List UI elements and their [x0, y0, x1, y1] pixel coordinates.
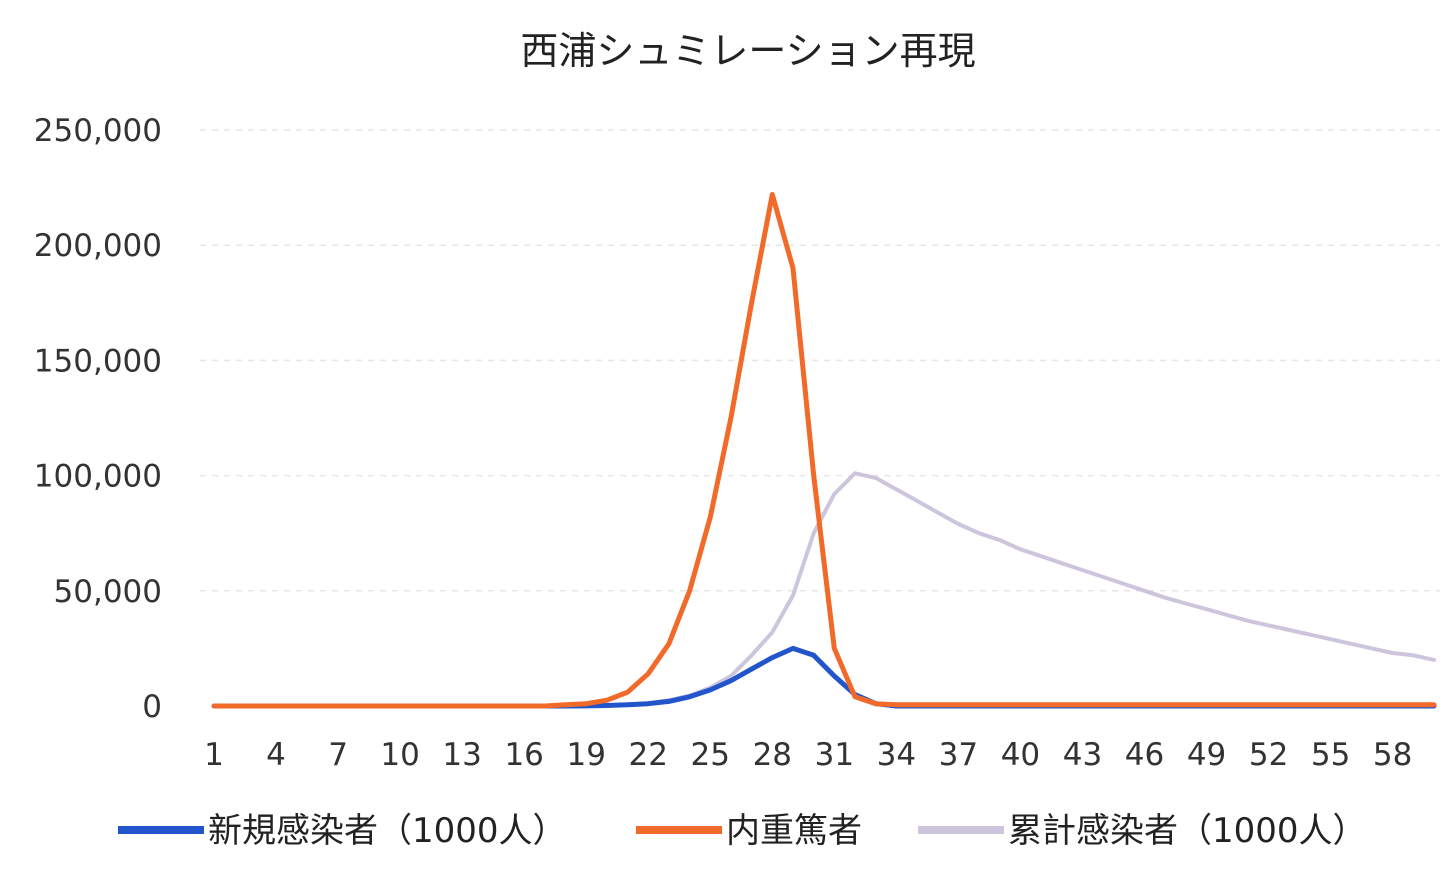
legend-label-2: 累計感染者（1000人） — [1008, 811, 1367, 851]
x-tick-label: 4 — [266, 737, 286, 773]
x-tick-label: 34 — [877, 737, 916, 773]
x-tick-label: 10 — [380, 737, 419, 773]
x-tick-label: 22 — [629, 737, 668, 773]
x-tick-label: 55 — [1311, 737, 1350, 773]
series-line-0 — [211, 645, 1437, 709]
x-tick-label: 1 — [204, 737, 224, 773]
x-tick-label: 52 — [1249, 737, 1288, 773]
x-tick-label: 13 — [442, 737, 481, 773]
x-tick-label: 43 — [1063, 737, 1102, 773]
legend-label-1: 内重篤者 — [726, 811, 862, 851]
x-tick-label: 49 — [1187, 737, 1226, 773]
chart-title: 西浦シュミレーション再現 — [520, 29, 975, 73]
x-tick-label: 16 — [504, 737, 543, 773]
x-tick-label: 25 — [691, 737, 730, 773]
x-axis-tick-labels: 1 4 7 10 13 16 19 22 25 28 31 34 37 40 43 46 49 52 55 58 — [204, 737, 1412, 773]
x-tick-label: 58 — [1373, 737, 1412, 773]
y-axis-tick-labels: 0 50,000 100,000 150,000 200,000 250,000 — [34, 113, 162, 725]
y-tick-label: 250,000 — [34, 113, 162, 149]
grid-lines — [200, 129, 1440, 592]
x-tick-label: 7 — [328, 737, 348, 773]
x-tick-label: 37 — [939, 737, 978, 773]
x-tick-label: 46 — [1125, 737, 1164, 773]
y-tick-label: 100,000 — [34, 459, 162, 495]
x-tick-label: 28 — [753, 737, 792, 773]
y-tick-label: 50,000 — [54, 574, 162, 610]
y-tick-label: 150,000 — [34, 343, 162, 379]
x-tick-label: 19 — [566, 737, 605, 773]
series-line-2 — [212, 471, 1436, 708]
x-tick-label: 31 — [815, 737, 854, 773]
series-lines — [211, 192, 1437, 709]
y-tick-label: 0 — [142, 689, 162, 725]
series-line-1 — [211, 192, 1437, 709]
legend: 新規感染者（1000人） 内重篤者 累計感染者（1000人） — [118, 811, 1367, 851]
legend-label-0: 新規感染者（1000人） — [208, 811, 567, 851]
y-tick-label: 200,000 — [34, 228, 162, 264]
x-tick-label: 40 — [1001, 737, 1040, 773]
